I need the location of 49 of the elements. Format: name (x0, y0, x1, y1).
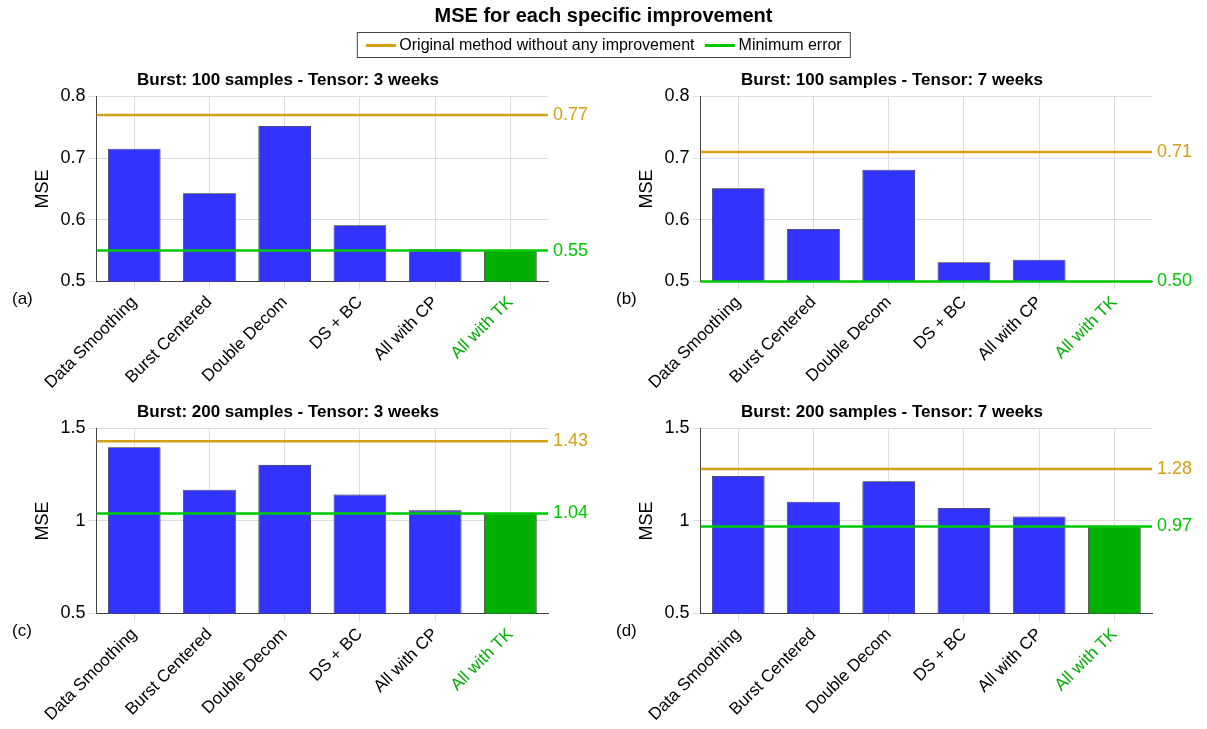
x-tick-label: DS + BC (305, 292, 367, 353)
text: (a) (12, 289, 33, 309)
y-tick-label: 0.8 (664, 85, 690, 106)
y-tick-label: 0.5 (60, 602, 86, 623)
y-tick-label: 0.5 (664, 270, 690, 291)
y-axis-title: MSE (635, 501, 656, 541)
x-tick-label: DS + BC (909, 624, 971, 685)
text: MSE for each specific improvement (433, 4, 774, 27)
x-tick-label: All with CP (369, 624, 442, 696)
x-tick-label: All with CP (973, 292, 1046, 364)
y-tick-label: 1 (75, 509, 86, 530)
chart-title: Burst: 200 samples - Tensor: 3 weeks (136, 401, 440, 421)
y-tick-label: 1 (679, 509, 690, 530)
x-tick-label: All with CP (973, 624, 1046, 696)
ref-line-label: 1.43 (553, 430, 589, 451)
chart-title: Burst: 200 samples - Tensor: 7 weeks (740, 401, 1044, 421)
y-tick-label: 0.7 (664, 147, 690, 168)
text: (c) (12, 621, 32, 641)
y-tick-label: 0.8 (60, 85, 86, 106)
ref-line-label: 1.28 (1157, 458, 1193, 479)
x-tick-label: All with TK (1050, 623, 1121, 695)
text: (b) (616, 289, 637, 309)
text: (d) (616, 621, 637, 641)
y-tick-label: 0.5 (60, 270, 86, 291)
y-tick-label: 1.5 (60, 417, 86, 438)
chart-title: Burst: 100 samples - Tensor: 7 weeks (740, 69, 1044, 89)
x-tick-label: DS + BC (305, 624, 367, 685)
x-tick-label: All with CP (369, 292, 442, 364)
y-tick-label: 0.5 (664, 602, 690, 623)
text: Minimum error (738, 36, 842, 54)
y-axis-title: MSE (31, 501, 52, 541)
y-axis-title: MSE (635, 169, 656, 209)
y-axis-title: MSE (31, 169, 52, 209)
x-tick-label: All with TK (446, 291, 517, 363)
ref-line-label: 0.71 (1157, 140, 1193, 161)
ref-line-label: 0.55 (553, 239, 589, 260)
x-tick-label: All with TK (1050, 291, 1121, 363)
ref-line-label: 0.97 (1157, 515, 1193, 536)
x-tick-label: All with TK (446, 623, 517, 695)
y-tick-label: 1.5 (664, 417, 690, 438)
x-tick-label: DS + BC (909, 292, 971, 353)
ref-line-label: 0.77 (553, 103, 589, 124)
y-tick-label: 0.6 (664, 208, 690, 229)
chart-title: Burst: 100 samples - Tensor: 3 weeks (136, 69, 440, 89)
ref-line-label: 1.04 (553, 502, 589, 523)
y-tick-label: 0.7 (60, 147, 86, 168)
ref-line-label: 0.50 (1157, 270, 1193, 291)
y-tick-label: 0.6 (60, 208, 86, 229)
text: Original method without any improvement (399, 36, 695, 54)
